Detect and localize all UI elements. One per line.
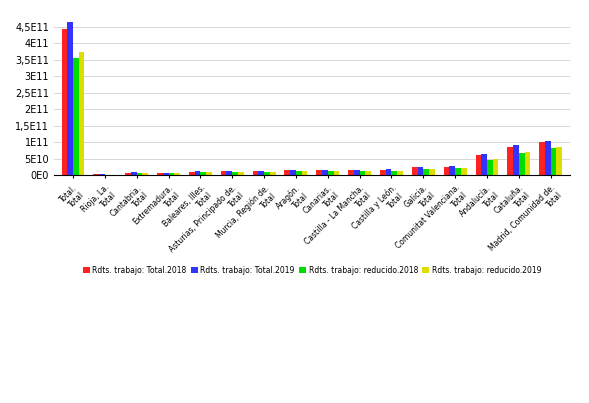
- Bar: [540, 142, 545, 175]
- Bar: [493, 159, 498, 175]
- Bar: [455, 168, 461, 175]
- Bar: [507, 147, 513, 175]
- Bar: [333, 171, 339, 175]
- Bar: [475, 155, 481, 175]
- Bar: [174, 173, 180, 175]
- Bar: [449, 166, 455, 175]
- Bar: [557, 147, 562, 175]
- Bar: [397, 171, 403, 175]
- Bar: [487, 160, 493, 175]
- Bar: [61, 29, 67, 175]
- Bar: [327, 171, 333, 175]
- Bar: [157, 173, 163, 175]
- Bar: [238, 172, 244, 175]
- Bar: [316, 170, 322, 175]
- Bar: [418, 167, 423, 175]
- Bar: [125, 173, 131, 175]
- Bar: [143, 173, 148, 175]
- Bar: [392, 171, 397, 175]
- Bar: [461, 168, 466, 175]
- Bar: [189, 172, 194, 175]
- Bar: [253, 171, 259, 175]
- Bar: [206, 172, 212, 175]
- Bar: [221, 172, 227, 175]
- Bar: [386, 169, 392, 175]
- Bar: [105, 174, 111, 175]
- Bar: [99, 174, 105, 175]
- Bar: [93, 174, 99, 175]
- Bar: [525, 152, 530, 175]
- Bar: [200, 172, 206, 175]
- Bar: [551, 148, 557, 175]
- Bar: [284, 170, 290, 175]
- Bar: [348, 170, 354, 175]
- Bar: [354, 170, 360, 175]
- Bar: [264, 172, 270, 175]
- Bar: [519, 153, 525, 175]
- Bar: [232, 172, 238, 175]
- Bar: [380, 170, 386, 175]
- Bar: [131, 172, 137, 175]
- Bar: [259, 171, 264, 175]
- Bar: [168, 173, 174, 175]
- Bar: [365, 171, 371, 175]
- Bar: [270, 172, 276, 175]
- Bar: [322, 170, 327, 175]
- Bar: [79, 52, 84, 175]
- Bar: [73, 58, 79, 175]
- Bar: [290, 170, 296, 175]
- Bar: [302, 171, 307, 175]
- Bar: [513, 145, 519, 175]
- Bar: [194, 171, 200, 175]
- Bar: [429, 169, 435, 175]
- Bar: [111, 174, 116, 175]
- Bar: [412, 167, 418, 175]
- Bar: [227, 171, 232, 175]
- Bar: [296, 171, 302, 175]
- Legend: Rdts. trabajo: Total.2018, Rdts. trabajo: Total.2019, Rdts. trabajo: reducido.20: Rdts. trabajo: Total.2018, Rdts. trabajo…: [80, 263, 544, 278]
- Bar: [360, 171, 365, 175]
- Bar: [137, 173, 143, 175]
- Bar: [444, 166, 449, 175]
- Bar: [481, 154, 487, 175]
- Bar: [163, 172, 168, 175]
- Bar: [423, 169, 429, 175]
- Bar: [545, 141, 551, 175]
- Bar: [67, 22, 73, 175]
